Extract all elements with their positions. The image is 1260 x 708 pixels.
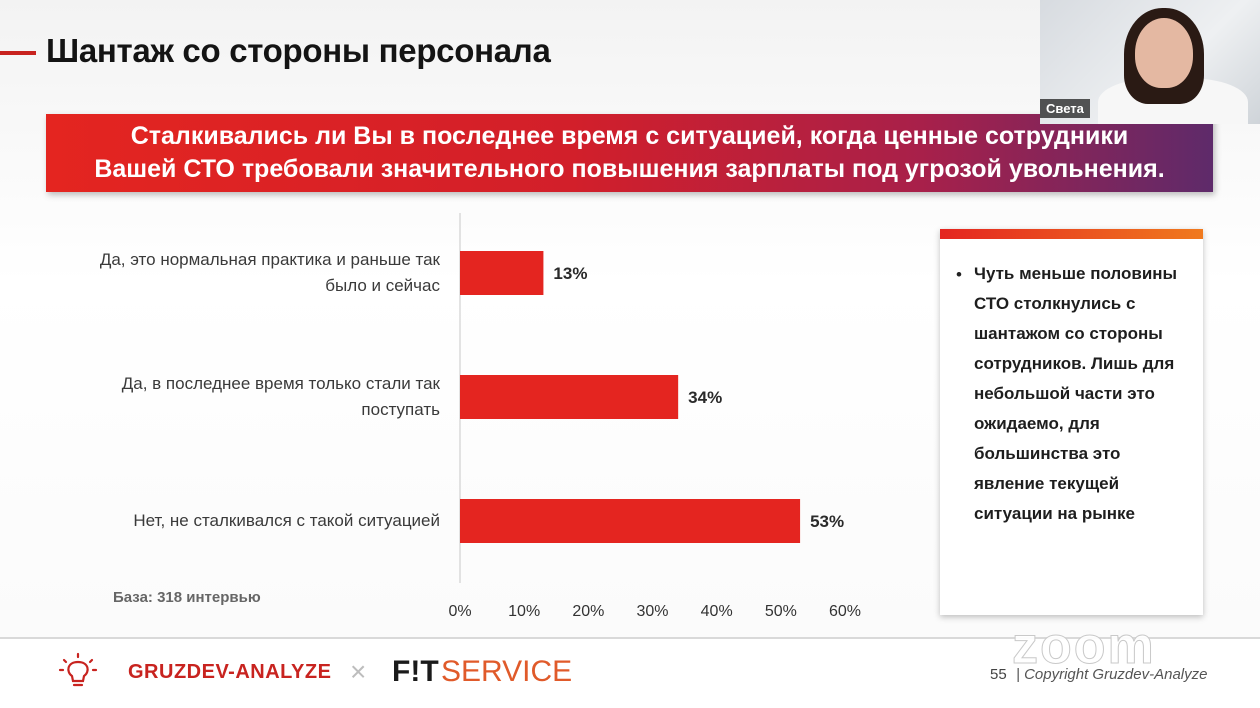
base-note: База: 318 интервью <box>113 589 261 606</box>
x-tick-label: 40% <box>701 603 733 620</box>
slide-title: Шантаж со стороны персонала <box>46 32 551 69</box>
participant-name-label: Света <box>1040 99 1090 118</box>
data-label: 53% <box>810 512 844 531</box>
gruzdev-analyze-logo: GRUZDEV-ANALYZE <box>128 661 332 683</box>
category-label-line: поступать <box>361 400 440 419</box>
x-tick-label: 0% <box>448 603 471 620</box>
category-label-line: Нет, не сталкивался с такой ситуацией <box>133 511 440 530</box>
bar <box>460 375 679 419</box>
x-tick-label: 60% <box>829 603 861 620</box>
lightbulb-icon <box>58 652 98 687</box>
data-label: 34% <box>688 388 722 407</box>
logo-separator: × <box>350 656 367 687</box>
category-label-line: Да, в последнее время только стали так <box>121 374 440 393</box>
bar <box>460 499 801 543</box>
x-tick-label: 20% <box>572 603 604 620</box>
fitservice-logo-rest: SERVICE <box>441 655 573 688</box>
category-label-line: Да, это нормальная практика и раньше так <box>99 250 440 269</box>
x-tick-label: 50% <box>765 603 797 620</box>
bullet-icon: • <box>956 265 962 284</box>
participant-video-tile[interactable]: Света <box>1040 0 1260 124</box>
bar <box>460 251 544 295</box>
category-label-line: было и сейчас <box>325 276 440 295</box>
category-label: Да, это нормальная практика и раньше так… <box>20 247 440 299</box>
title-accent-line <box>0 51 36 55</box>
question-line-1: Сталкивались ли Вы в последнее время с с… <box>130 122 1129 150</box>
question-line-2: Вашей СТО требовали значительного повыше… <box>94 155 1165 183</box>
insight-card: • Чуть меньше половины СТО столкнулись с… <box>940 229 1203 615</box>
fitservice-logo-bold: F!T <box>392 655 439 688</box>
category-label: Нет, не сталкивался с такой ситуацией <box>20 508 440 534</box>
footer <box>0 639 1260 708</box>
copyright-text: | Copyright Gruzdev-Analyze <box>1016 666 1208 683</box>
question-banner: Сталкивались ли Вы в последнее время с с… <box>46 114 1213 192</box>
category-label: Да, в последнее время только стали так по… <box>20 371 440 423</box>
x-tick-label: 10% <box>508 603 540 620</box>
insight-card-topbar <box>940 229 1203 239</box>
zoom-watermark: zoom <box>1012 617 1156 676</box>
footer-divider <box>0 637 1260 639</box>
page-number: 55 <box>990 666 1007 683</box>
data-label: 13% <box>553 264 587 283</box>
participant-face <box>1135 18 1193 88</box>
insight-text: Чуть меньше половины СТО столкнулись с ш… <box>974 264 1178 523</box>
x-tick-label: 30% <box>636 603 668 620</box>
